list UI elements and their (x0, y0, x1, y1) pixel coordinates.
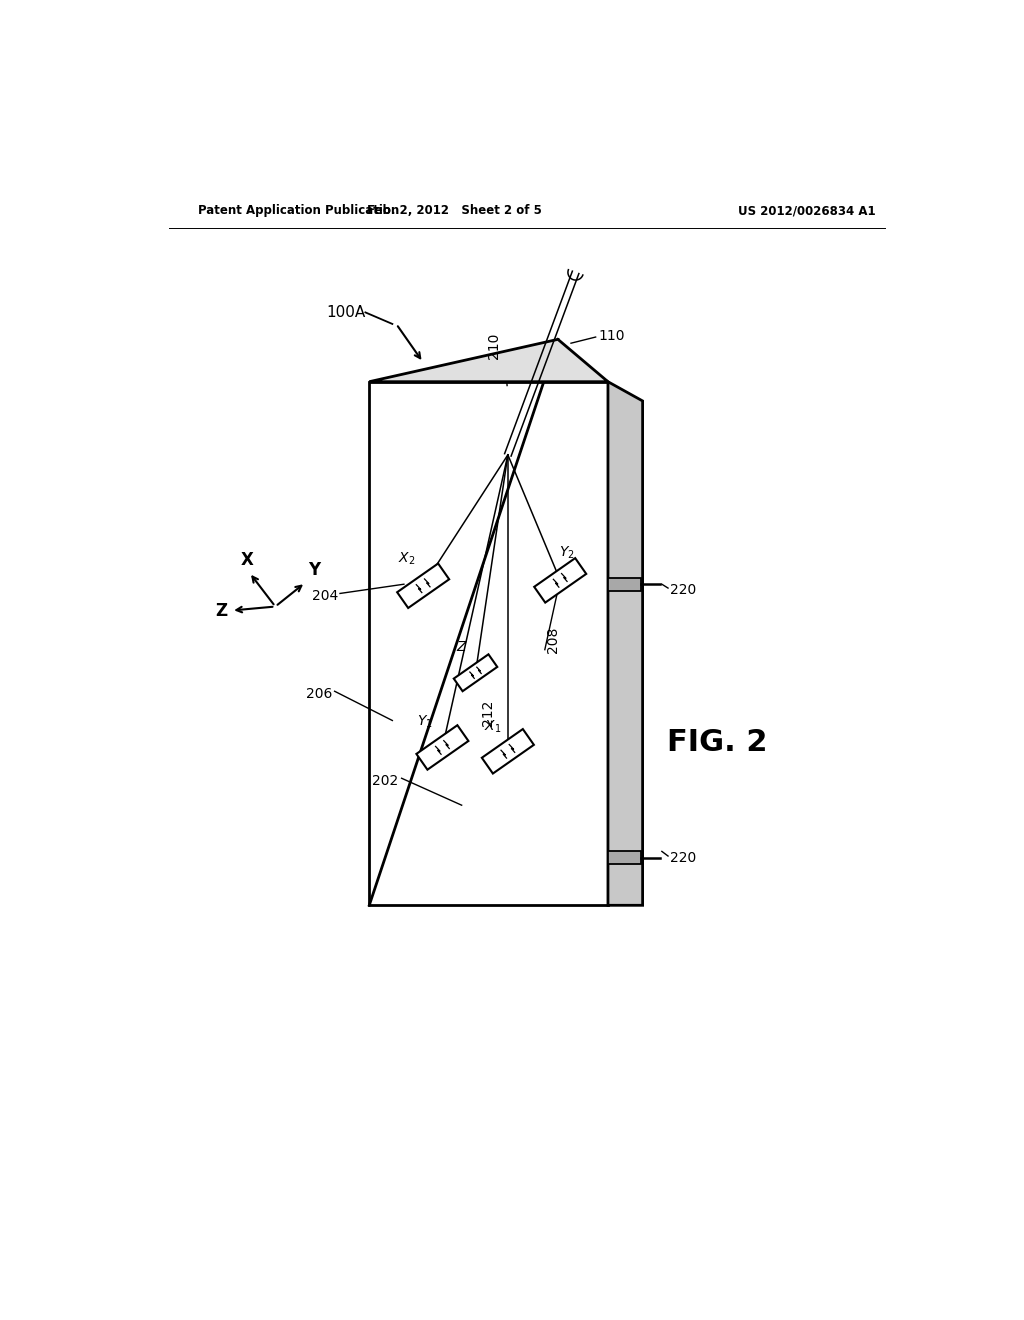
Polygon shape (397, 564, 450, 609)
Polygon shape (608, 578, 641, 591)
Text: Feb. 2, 2012   Sheet 2 of 5: Feb. 2, 2012 Sheet 2 of 5 (367, 205, 542, 218)
Text: Y: Y (308, 561, 321, 579)
Polygon shape (370, 381, 608, 906)
Polygon shape (608, 381, 643, 906)
Text: 206: 206 (306, 686, 333, 701)
Polygon shape (370, 339, 608, 381)
Polygon shape (417, 725, 468, 770)
Text: Z: Z (215, 602, 227, 620)
Polygon shape (608, 851, 641, 865)
Text: 208: 208 (547, 627, 560, 653)
Text: $X_1$: $X_1$ (483, 718, 501, 735)
Text: FIG. 2: FIG. 2 (667, 727, 768, 756)
Text: Patent Application Publication: Patent Application Publication (199, 205, 399, 218)
Text: $Y_2$: $Y_2$ (559, 544, 575, 561)
Text: 220: 220 (670, 582, 696, 597)
Text: $Y_1$: $Y_1$ (417, 714, 432, 730)
Text: 100A: 100A (327, 305, 366, 319)
Text: 204: 204 (312, 589, 339, 603)
Text: $X_2$: $X_2$ (397, 550, 415, 568)
Polygon shape (535, 558, 586, 603)
Text: X: X (241, 550, 254, 569)
Text: 212: 212 (481, 700, 495, 726)
Text: 210: 210 (487, 333, 501, 359)
Polygon shape (454, 655, 498, 692)
Text: $Z$: $Z$ (456, 640, 468, 655)
Text: 202: 202 (373, 774, 398, 788)
Text: US 2012/0026834 A1: US 2012/0026834 A1 (738, 205, 876, 218)
Text: 220: 220 (670, 850, 696, 865)
Polygon shape (482, 729, 534, 774)
Text: 110: 110 (599, 329, 626, 342)
